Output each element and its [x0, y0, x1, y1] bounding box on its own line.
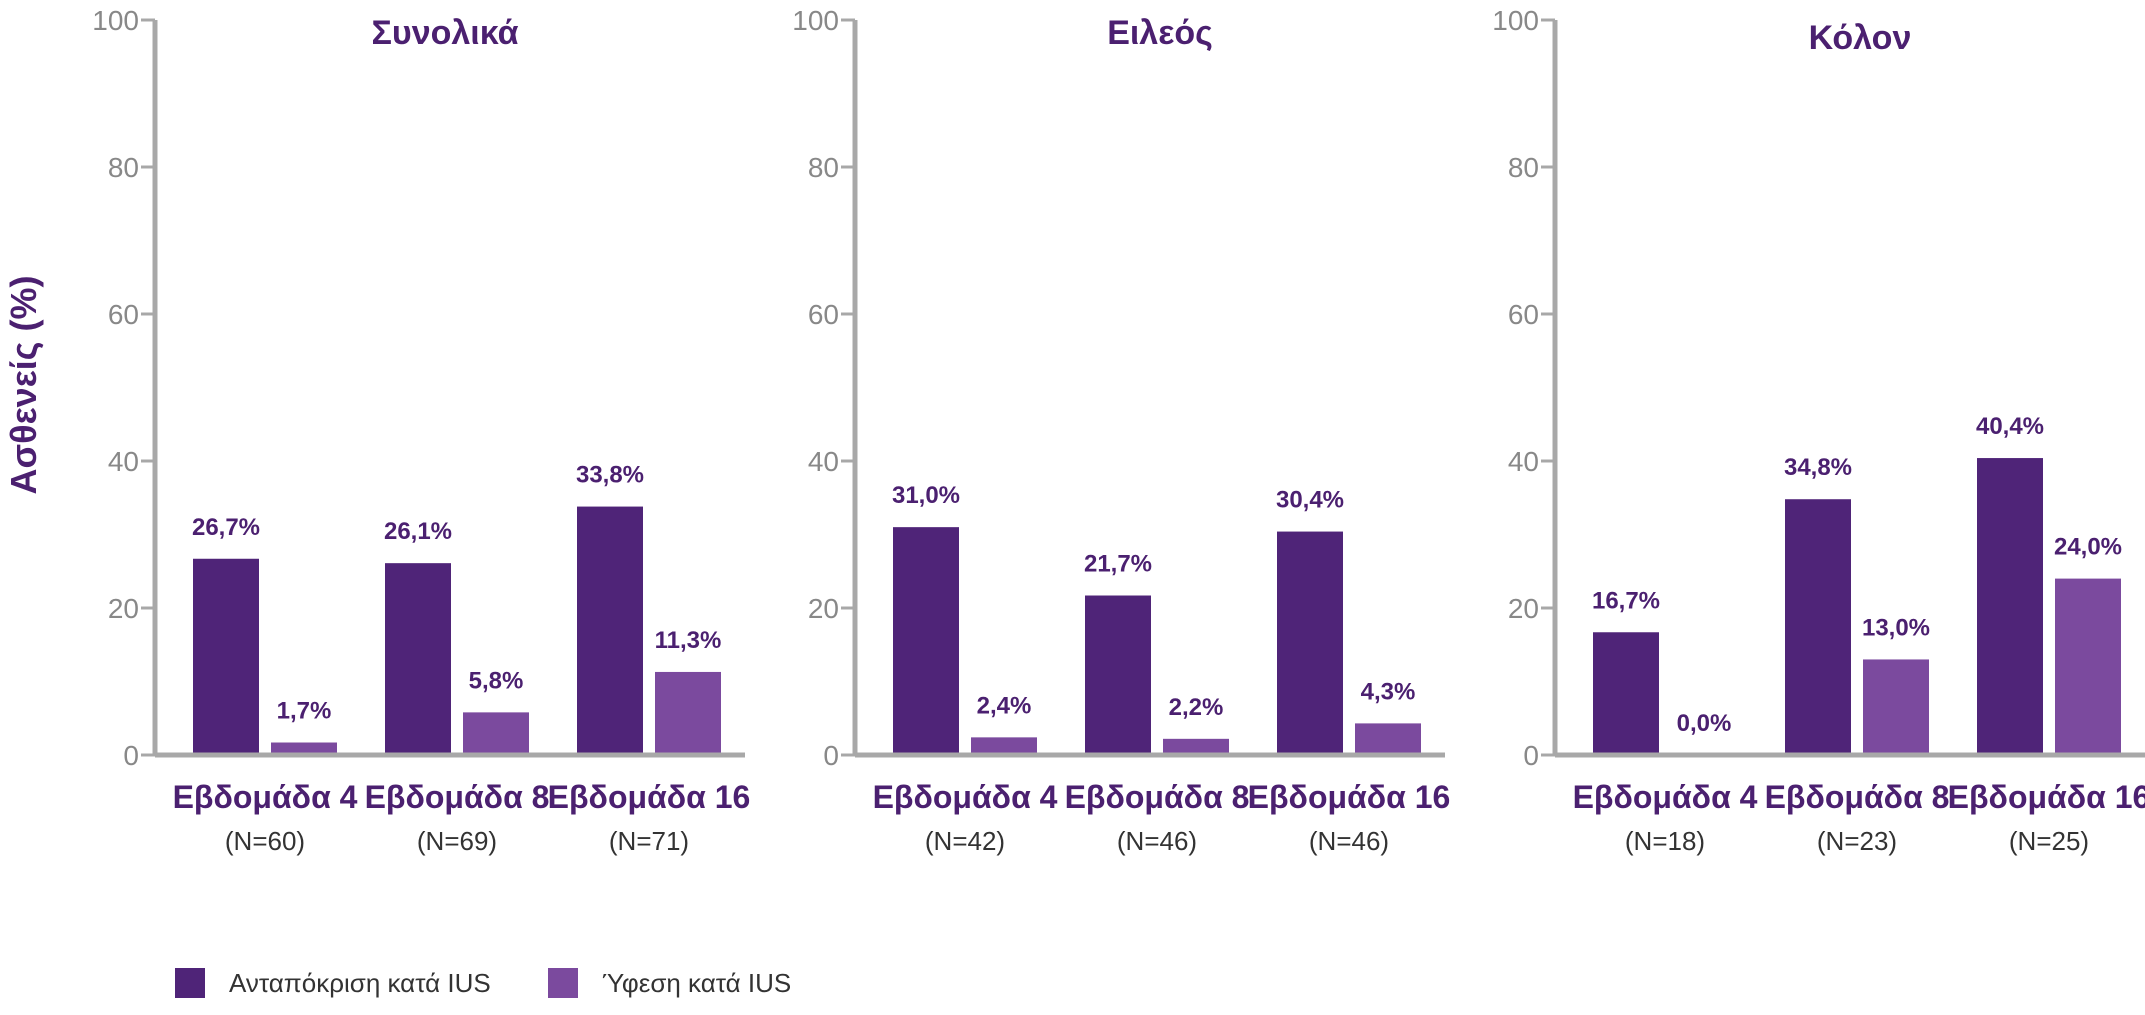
n-label: (N=46) [1309, 826, 1389, 856]
y-tick-label: 40 [1508, 446, 1539, 477]
n-label: (N=69) [417, 826, 497, 856]
y-tick-label: 100 [1492, 5, 1539, 36]
data-label: 40,4% [1976, 413, 2044, 440]
bar [1355, 723, 1421, 755]
data-label: 26,1% [384, 518, 452, 545]
n-label: (N=23) [1817, 826, 1897, 856]
y-tick-label: 60 [108, 299, 139, 330]
data-label: 31,0% [892, 482, 960, 509]
legend-swatch-remission [548, 968, 578, 998]
data-label: 4,3% [1361, 678, 1416, 705]
y-tick-label: 80 [1508, 152, 1539, 183]
n-label: (N=25) [2009, 826, 2089, 856]
data-label: 30,4% [1276, 487, 1344, 514]
bar [385, 563, 451, 755]
category-label: Εβδομάδα 4 [873, 779, 1058, 815]
category-label: Εβδομάδα 4 [1573, 779, 1758, 815]
n-label: (N=46) [1117, 826, 1197, 856]
legend-item-response: Ανταπόκριση κατά IUS [175, 963, 491, 1003]
bar [193, 558, 259, 755]
y-tick-label: 40 [108, 446, 139, 477]
bar [1863, 659, 1929, 755]
category-label: Εβδομάδα 8 [1765, 779, 1950, 815]
legend-label-remission: Ύφεση κατά IUS [602, 967, 792, 998]
category-label: Εβδομάδα 16 [1248, 779, 1451, 815]
legend-swatch-response [175, 968, 205, 998]
bar [1593, 632, 1659, 755]
bar [1085, 595, 1151, 755]
category-label: Εβδομάδα 8 [1065, 779, 1250, 815]
bar [655, 671, 721, 755]
y-tick-label: 0 [823, 740, 839, 771]
n-label: (N=18) [1625, 826, 1705, 856]
legend-label-response: Ανταπόκριση κατά IUS [229, 967, 491, 998]
panel-title: Κόλον [1809, 19, 1912, 57]
category-label: Εβδομάδα 8 [365, 779, 550, 815]
y-tick-label: 20 [108, 593, 139, 624]
bar [463, 712, 529, 755]
data-label: 13,0% [1862, 614, 1930, 641]
bar [577, 506, 643, 755]
y-tick-label: 100 [92, 5, 139, 36]
y-tick-label: 60 [808, 299, 839, 330]
data-label: 11,3% [655, 627, 722, 654]
data-label: 33,8% [576, 462, 644, 489]
data-label: 5,8% [469, 667, 524, 694]
y-tick-label: 0 [123, 740, 139, 771]
data-label: 16,7% [1592, 587, 1660, 614]
panel-title: Συνολικά [372, 14, 519, 52]
data-label: 2,2% [1169, 694, 1224, 721]
bar [1977, 458, 2043, 755]
n-label: (N=60) [225, 826, 305, 856]
y-tick-label: 20 [1508, 593, 1539, 624]
legend-item-remission: Ύφεση κατά IUS [548, 963, 791, 1003]
y-tick-label: 60 [1508, 299, 1539, 330]
data-label: 21,7% [1084, 551, 1152, 578]
data-label: 2,4% [977, 692, 1032, 719]
y-tick-label: 80 [108, 152, 139, 183]
bar [1785, 499, 1851, 755]
y-tick-label: 100 [792, 5, 839, 36]
bar [1277, 531, 1343, 755]
n-label: (N=71) [609, 826, 689, 856]
bar [2055, 578, 2121, 755]
y-tick-label: 40 [808, 446, 839, 477]
category-label: Εβδομάδα 4 [173, 779, 358, 815]
y-tick-label: 20 [808, 593, 839, 624]
data-label: 1,7% [277, 698, 332, 725]
category-label: Εβδομάδα 16 [548, 779, 751, 815]
y-axis-label: Ασθενείς (%) [3, 275, 44, 495]
data-label: 26,7% [192, 514, 260, 541]
bar [971, 737, 1037, 755]
bar [1163, 738, 1229, 755]
n-label: (N=42) [925, 826, 1005, 856]
data-label: 0,0% [1677, 710, 1732, 737]
category-label: Εβδομάδα 16 [1948, 779, 2145, 815]
data-label: 34,8% [1784, 454, 1852, 481]
y-tick-label: 0 [1523, 740, 1539, 771]
panel-title: Ειλεός [1107, 14, 1213, 52]
bar [271, 742, 337, 755]
data-label: 24,0% [2054, 534, 2122, 561]
y-tick-label: 80 [808, 152, 839, 183]
bar [893, 527, 959, 755]
